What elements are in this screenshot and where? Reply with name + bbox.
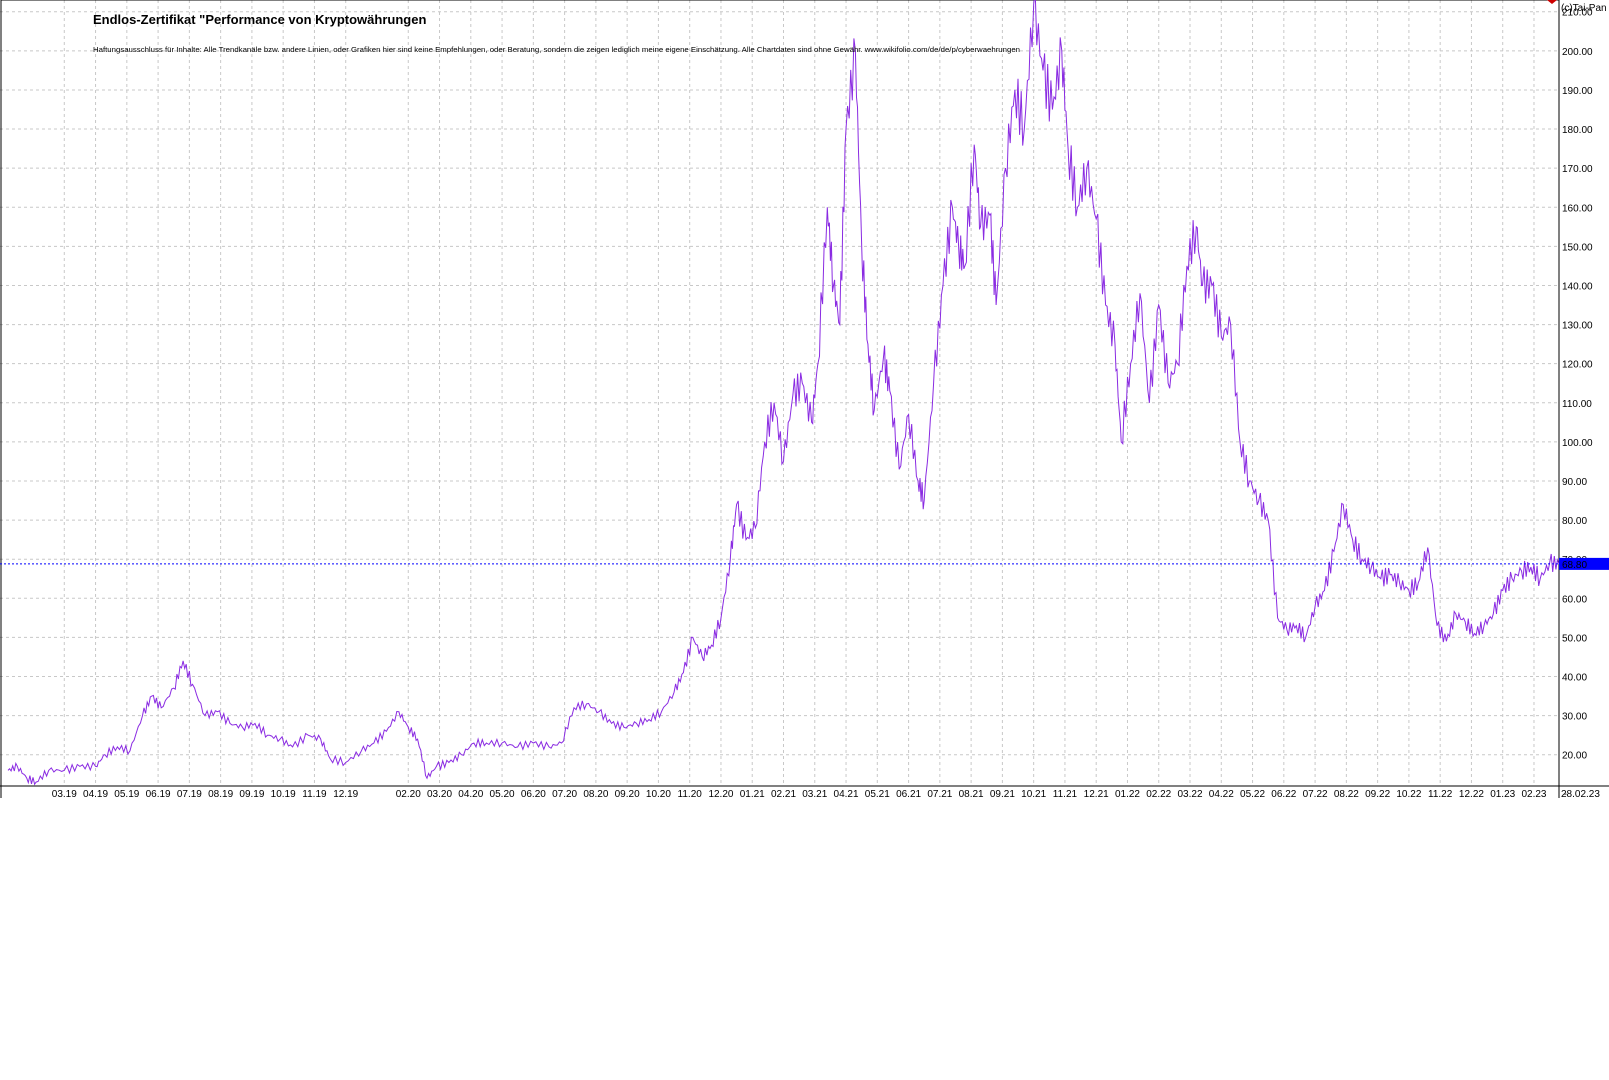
y-tick-label: 50.00 (1562, 633, 1587, 644)
x-tick-label: 07.20 (552, 789, 577, 800)
y-tick-label: 170.00 (1562, 164, 1593, 175)
x-tick-label: 07.21 (927, 789, 952, 800)
y-tick-label: 180.00 (1562, 125, 1593, 136)
x-tick-label: 04.22 (1209, 789, 1234, 800)
x-tick-label: 12.19 (333, 789, 358, 800)
end-date-label: 28.02.23 (1561, 789, 1600, 800)
x-tick-label: 08.20 (583, 789, 608, 800)
x-tick-label: 05.21 (865, 789, 890, 800)
x-tick-label: 04.21 (834, 789, 859, 800)
x-tick-label: 09.20 (615, 789, 640, 800)
x-tick-label: - (1564, 789, 1567, 800)
x-tick-label: 10.19 (271, 789, 296, 800)
y-axis-ticks: 20.0030.0040.0050.0060.0070.0080.0090.00… (1562, 8, 1593, 762)
x-tick-label: 10.20 (646, 789, 671, 800)
y-tick-label: 120.00 (1562, 360, 1593, 371)
y-tick-label: 60.00 (1562, 594, 1587, 605)
y-tick-label: 200.00 (1562, 47, 1593, 58)
last-price-badge (1559, 557, 1609, 570)
y-tick-label: 90.00 (1562, 477, 1587, 488)
x-tick-label: 01.23 (1490, 789, 1515, 800)
x-tick-label: 03.20 (427, 789, 452, 800)
x-tick-label: 01.21 (740, 789, 765, 800)
x-tick-label: 04.20 (458, 789, 483, 800)
y-tick-label: 210.00 (1562, 8, 1593, 19)
y-tick-label: 30.00 (1562, 712, 1587, 723)
brand-label: (c)Tai-Pan (1561, 3, 1607, 14)
x-tick-label: 08.21 (959, 789, 984, 800)
x-tick-label: 12.22 (1459, 789, 1484, 800)
disclaimer-text: Haftungsausschluss für Inhalte: Alle Tre… (93, 45, 1020, 54)
x-tick-label: 08.22 (1334, 789, 1359, 800)
x-tick-label: 09.21 (990, 789, 1015, 800)
x-tick-label: 02.23 (1521, 789, 1546, 800)
x-tick-label: 06.21 (896, 789, 921, 800)
x-tick-label: 03.21 (802, 789, 827, 800)
y-tick-label: 190.00 (1562, 86, 1593, 97)
x-tick-label: 08.19 (208, 789, 233, 800)
chart-title: Endlos-Zertifikat "Performance von Krypt… (93, 12, 426, 27)
x-tick-label: 07.22 (1303, 789, 1328, 800)
x-tick-label: 07.19 (177, 789, 202, 800)
last-price-label: 68.80 (1562, 560, 1587, 571)
x-tick-label: 10.22 (1396, 789, 1421, 800)
marker-icon (1547, 0, 1557, 4)
x-tick-label: 02.21 (771, 789, 796, 800)
y-tick-label: 160.00 (1562, 203, 1593, 214)
x-tick-label: 05.19 (114, 789, 139, 800)
x-tick-label: 11.20 (678, 789, 703, 800)
x-tick-label: 11.19 (302, 789, 327, 800)
x-tick-label: 11.22 (1428, 789, 1453, 800)
y-tick-label: 150.00 (1562, 242, 1593, 253)
horizontal-grid (0, 11, 1559, 756)
x-tick-label: 11.21 (1053, 789, 1078, 800)
x-tick-label: 09.19 (239, 789, 264, 800)
x-tick-label: 12.20 (708, 789, 733, 800)
x-tick-label: 06.22 (1271, 789, 1296, 800)
x-tick-label: 12.21 (1084, 789, 1109, 800)
x-tick-label: 01.22 (1115, 789, 1140, 800)
y-tick-label: 130.00 (1562, 321, 1593, 332)
y-tick-label: 20.00 (1562, 751, 1587, 762)
vertical-grid (63, 0, 1535, 786)
y-tick-label: 140.00 (1562, 281, 1593, 292)
x-tick-label: 06.20 (521, 789, 546, 800)
y-tick-label: 110.00 (1562, 399, 1592, 410)
x-tick-label: 02.20 (396, 789, 421, 800)
x-tick-label: 09.22 (1365, 789, 1390, 800)
y-tick-label: 80.00 (1562, 516, 1587, 527)
x-tick-label: 02.22 (1146, 789, 1171, 800)
x-tick-label: 03.22 (1177, 789, 1202, 800)
x-axis-ticks: 03.19 04.19 05.19 06.19 07.19 08.19 09.19 10.19… (52, 789, 1567, 800)
series-line (7, 0, 1560, 786)
x-tick-label: 06.19 (146, 789, 171, 800)
y-tick-label: 100.00 (1562, 438, 1593, 449)
x-tick-label: 03.19 (52, 789, 77, 800)
x-tick-label: 05.20 (490, 789, 515, 800)
y-tick-label: 40.00 (1562, 673, 1587, 684)
x-tick-label: 04.19 (83, 789, 108, 800)
x-tick-label: 05.22 (1240, 789, 1265, 800)
x-tick-label: 10.21 (1021, 789, 1046, 800)
